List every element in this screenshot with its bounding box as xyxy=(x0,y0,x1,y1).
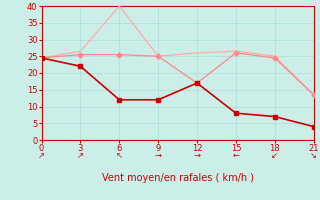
Text: ↘: ↘ xyxy=(310,151,317,160)
X-axis label: Vent moyen/en rafales ( km/h ): Vent moyen/en rafales ( km/h ) xyxy=(102,173,253,183)
Text: ↗: ↗ xyxy=(38,151,45,160)
Text: ←: ← xyxy=(232,151,239,160)
Text: →: → xyxy=(194,151,201,160)
Text: ↙: ↙ xyxy=(271,151,278,160)
Text: →: → xyxy=(155,151,162,160)
Text: ↖: ↖ xyxy=(116,151,123,160)
Text: ↗: ↗ xyxy=(77,151,84,160)
